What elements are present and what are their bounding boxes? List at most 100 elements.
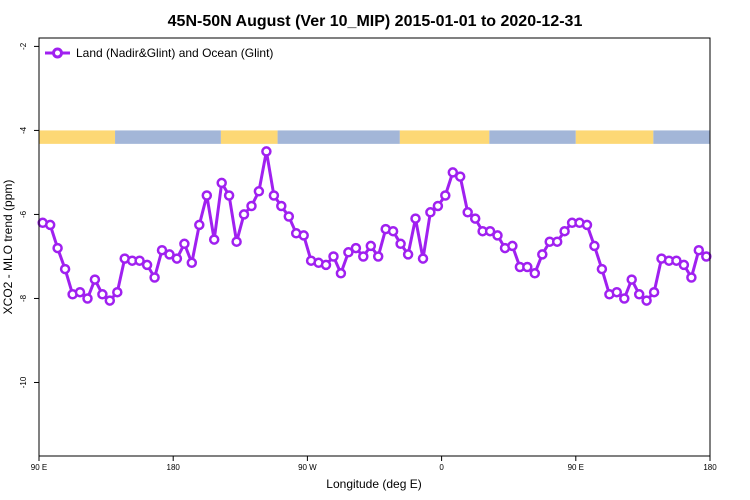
data-point [484, 225, 496, 237]
data-point [492, 230, 503, 241]
strip-segment-land [220, 130, 278, 144]
data-point [208, 234, 220, 245]
data-point [335, 268, 347, 279]
legend-marker-swatch [52, 47, 63, 59]
strip-segment-ocean [115, 130, 221, 144]
strip-segment-land [39, 130, 116, 144]
legend: Land (Nadir&Glint) and Ocean (Glint) [45, 46, 273, 60]
data-point [141, 259, 153, 271]
data-point [469, 213, 481, 224]
y-axis: -2 -4 -6 -8 -10 [19, 42, 39, 388]
y-tick-label: -8 [19, 294, 28, 302]
data-point [372, 251, 384, 262]
data-point [596, 263, 608, 275]
data-point [149, 272, 160, 283]
data-point [223, 190, 235, 201]
data-point [447, 167, 459, 178]
data-point [320, 259, 332, 271]
y-axis-label: XCO2 - MLO trend (ppm) [1, 180, 15, 315]
data-point [633, 289, 645, 300]
data-point [82, 293, 93, 304]
data-point [52, 242, 63, 254]
x-axis-label: Longitude (deg E) [326, 477, 421, 491]
data-point [417, 253, 429, 264]
surface-type-strip [39, 130, 710, 144]
data-point [216, 177, 227, 189]
data-point [678, 259, 690, 271]
data-point [648, 286, 660, 298]
data-point [104, 295, 116, 306]
strip-segment-land [399, 130, 490, 144]
series-line-0 [42, 149, 708, 303]
data-point [693, 244, 705, 256]
strip-segment-ocean [653, 130, 710, 144]
chart-title: 45N-50N August (Ver 10_MIP) 2015-01-01 t… [168, 13, 583, 30]
data-point [559, 225, 570, 237]
data-point [432, 200, 444, 212]
data-point [529, 268, 541, 279]
data-point [641, 295, 652, 306]
data-point [276, 200, 287, 212]
data-point [581, 219, 593, 231]
data-point [410, 213, 421, 224]
data-point [365, 240, 377, 252]
data-point [171, 253, 183, 264]
data-point [298, 230, 309, 241]
data-point [619, 293, 630, 304]
data-point [425, 207, 436, 218]
data-point [701, 251, 712, 262]
data-point [238, 209, 250, 220]
data-point [626, 274, 637, 285]
x-tick-label: 90 W [298, 463, 317, 472]
data-point [59, 263, 71, 275]
x-tick-label: 90 E [31, 463, 47, 472]
data-point [164, 249, 175, 260]
data-point [611, 286, 623, 298]
data-point [97, 289, 108, 300]
data-point [283, 211, 295, 222]
strip-segment-ocean [489, 130, 576, 144]
legend-entry-0: Land (Nadir&Glint) and Ocean (Glint) [76, 46, 273, 60]
data-point [358, 251, 369, 262]
data-point [231, 236, 242, 247]
data-point [44, 219, 56, 231]
data-point [343, 247, 354, 258]
data-point [589, 240, 600, 252]
data-point [507, 240, 518, 252]
data-point [440, 190, 451, 201]
data-point [186, 257, 198, 269]
data-point [268, 190, 280, 201]
data-point [194, 219, 205, 231]
data-point [686, 272, 697, 283]
data-point [537, 249, 548, 260]
data-point [671, 255, 682, 266]
data-point [387, 225, 399, 237]
data-point [156, 244, 168, 256]
x-tick-label: 180 [703, 463, 717, 472]
y-tick-label: -2 [19, 42, 28, 50]
strip-segment-ocean [277, 130, 400, 144]
data-point [112, 286, 123, 298]
data-point [261, 146, 272, 157]
x-axis: 90 E 180 90 W 0 90 E 180 [31, 456, 717, 472]
data-point [201, 190, 213, 201]
x-tick-label: 90 E [568, 463, 584, 472]
data-point [246, 200, 257, 212]
x-tick-label: 0 [439, 463, 444, 472]
data-point [454, 171, 466, 182]
strip-segment-land [575, 130, 654, 144]
data-point [179, 238, 190, 250]
data-point [551, 236, 563, 247]
y-tick-label: -10 [19, 376, 28, 388]
data-point [350, 242, 362, 254]
y-tick-label: -6 [19, 210, 28, 218]
data-point [402, 249, 414, 260]
data-point [134, 255, 145, 266]
data-point [328, 251, 339, 262]
data-point [395, 238, 406, 250]
data-point [74, 286, 86, 298]
data-point [522, 261, 533, 273]
series-layer [37, 146, 712, 306]
data-point [253, 186, 265, 197]
